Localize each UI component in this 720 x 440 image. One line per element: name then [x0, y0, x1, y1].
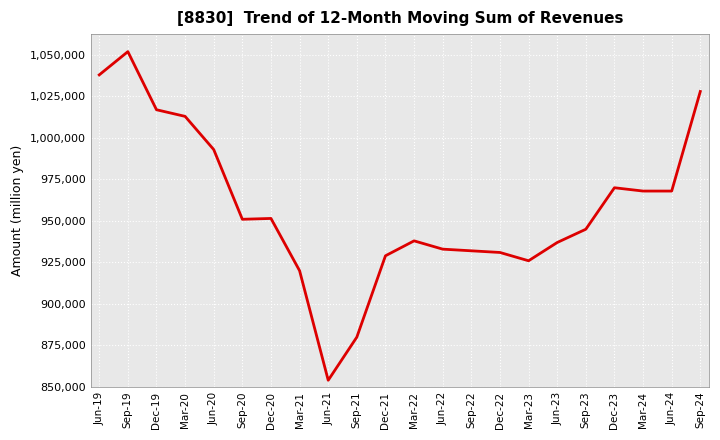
Y-axis label: Amount (million yen): Amount (million yen) [11, 145, 24, 276]
Title: [8830]  Trend of 12-Month Moving Sum of Revenues: [8830] Trend of 12-Month Moving Sum of R… [176, 11, 623, 26]
